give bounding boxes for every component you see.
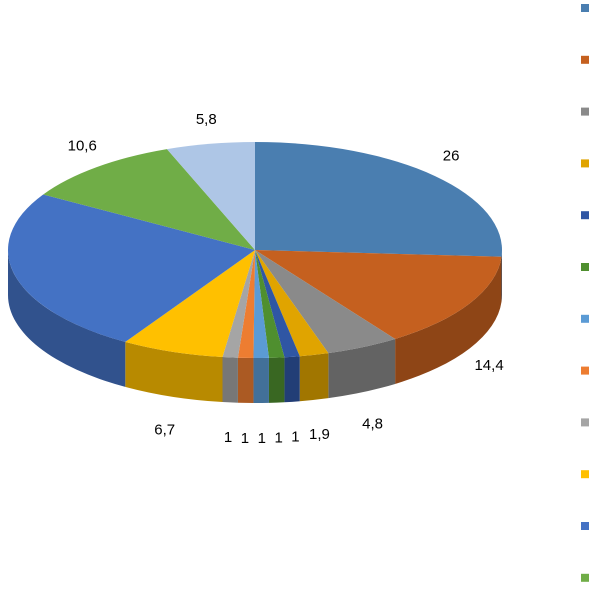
legend-marker bbox=[581, 314, 589, 323]
legend-marker bbox=[581, 55, 589, 64]
data-label: 1,9 bbox=[309, 426, 330, 443]
legend-marker bbox=[581, 470, 589, 479]
data-label: 14,4 bbox=[474, 357, 503, 374]
legend-marker bbox=[581, 522, 589, 530]
pie-slice bbox=[222, 250, 255, 358]
data-label: 26 bbox=[443, 147, 460, 164]
data-label: 1 bbox=[224, 429, 232, 446]
pie-slice-side bbox=[268, 357, 285, 403]
legend-marker bbox=[581, 159, 589, 168]
legend-marker bbox=[581, 418, 589, 427]
pie-slice-side bbox=[222, 357, 238, 403]
pie-slice bbox=[255, 250, 300, 358]
data-label: 1 bbox=[241, 430, 249, 447]
pie-slice bbox=[255, 250, 285, 358]
legend-marker bbox=[581, 573, 589, 582]
pie-slice bbox=[255, 250, 329, 357]
data-label: 6,7 bbox=[154, 422, 175, 439]
pie-slice-side bbox=[284, 356, 300, 403]
pie-slice bbox=[255, 250, 396, 354]
pie-slice bbox=[253, 250, 269, 359]
pie-slice bbox=[166, 142, 255, 250]
data-label: 1 bbox=[291, 428, 299, 445]
data-label: 4,8 bbox=[362, 415, 383, 432]
pie-slice bbox=[255, 250, 502, 339]
legend-marker bbox=[581, 366, 589, 375]
pie-slice bbox=[43, 149, 255, 250]
legend-marker bbox=[581, 4, 589, 12]
data-label: 10,6 bbox=[68, 137, 97, 154]
pie-slice-side bbox=[253, 357, 269, 404]
pie-slice bbox=[125, 250, 256, 358]
pie-slice-side bbox=[299, 353, 329, 402]
data-label: 5,8 bbox=[196, 111, 217, 128]
legend-marker bbox=[581, 211, 589, 220]
legend-marker bbox=[581, 107, 589, 116]
pie-slice bbox=[237, 250, 255, 358]
pie-slice bbox=[255, 142, 502, 257]
data-label: 1 bbox=[274, 429, 282, 446]
pie-slice-side bbox=[328, 338, 396, 399]
legend-marker bbox=[581, 263, 589, 271]
pie-slice-side bbox=[8, 250, 126, 387]
pie-slice-side bbox=[395, 256, 502, 384]
pie-slice bbox=[7, 194, 255, 342]
data-label: 1 bbox=[258, 430, 266, 447]
pie-slice-side bbox=[125, 341, 223, 403]
pie-slice-side bbox=[237, 357, 254, 403]
